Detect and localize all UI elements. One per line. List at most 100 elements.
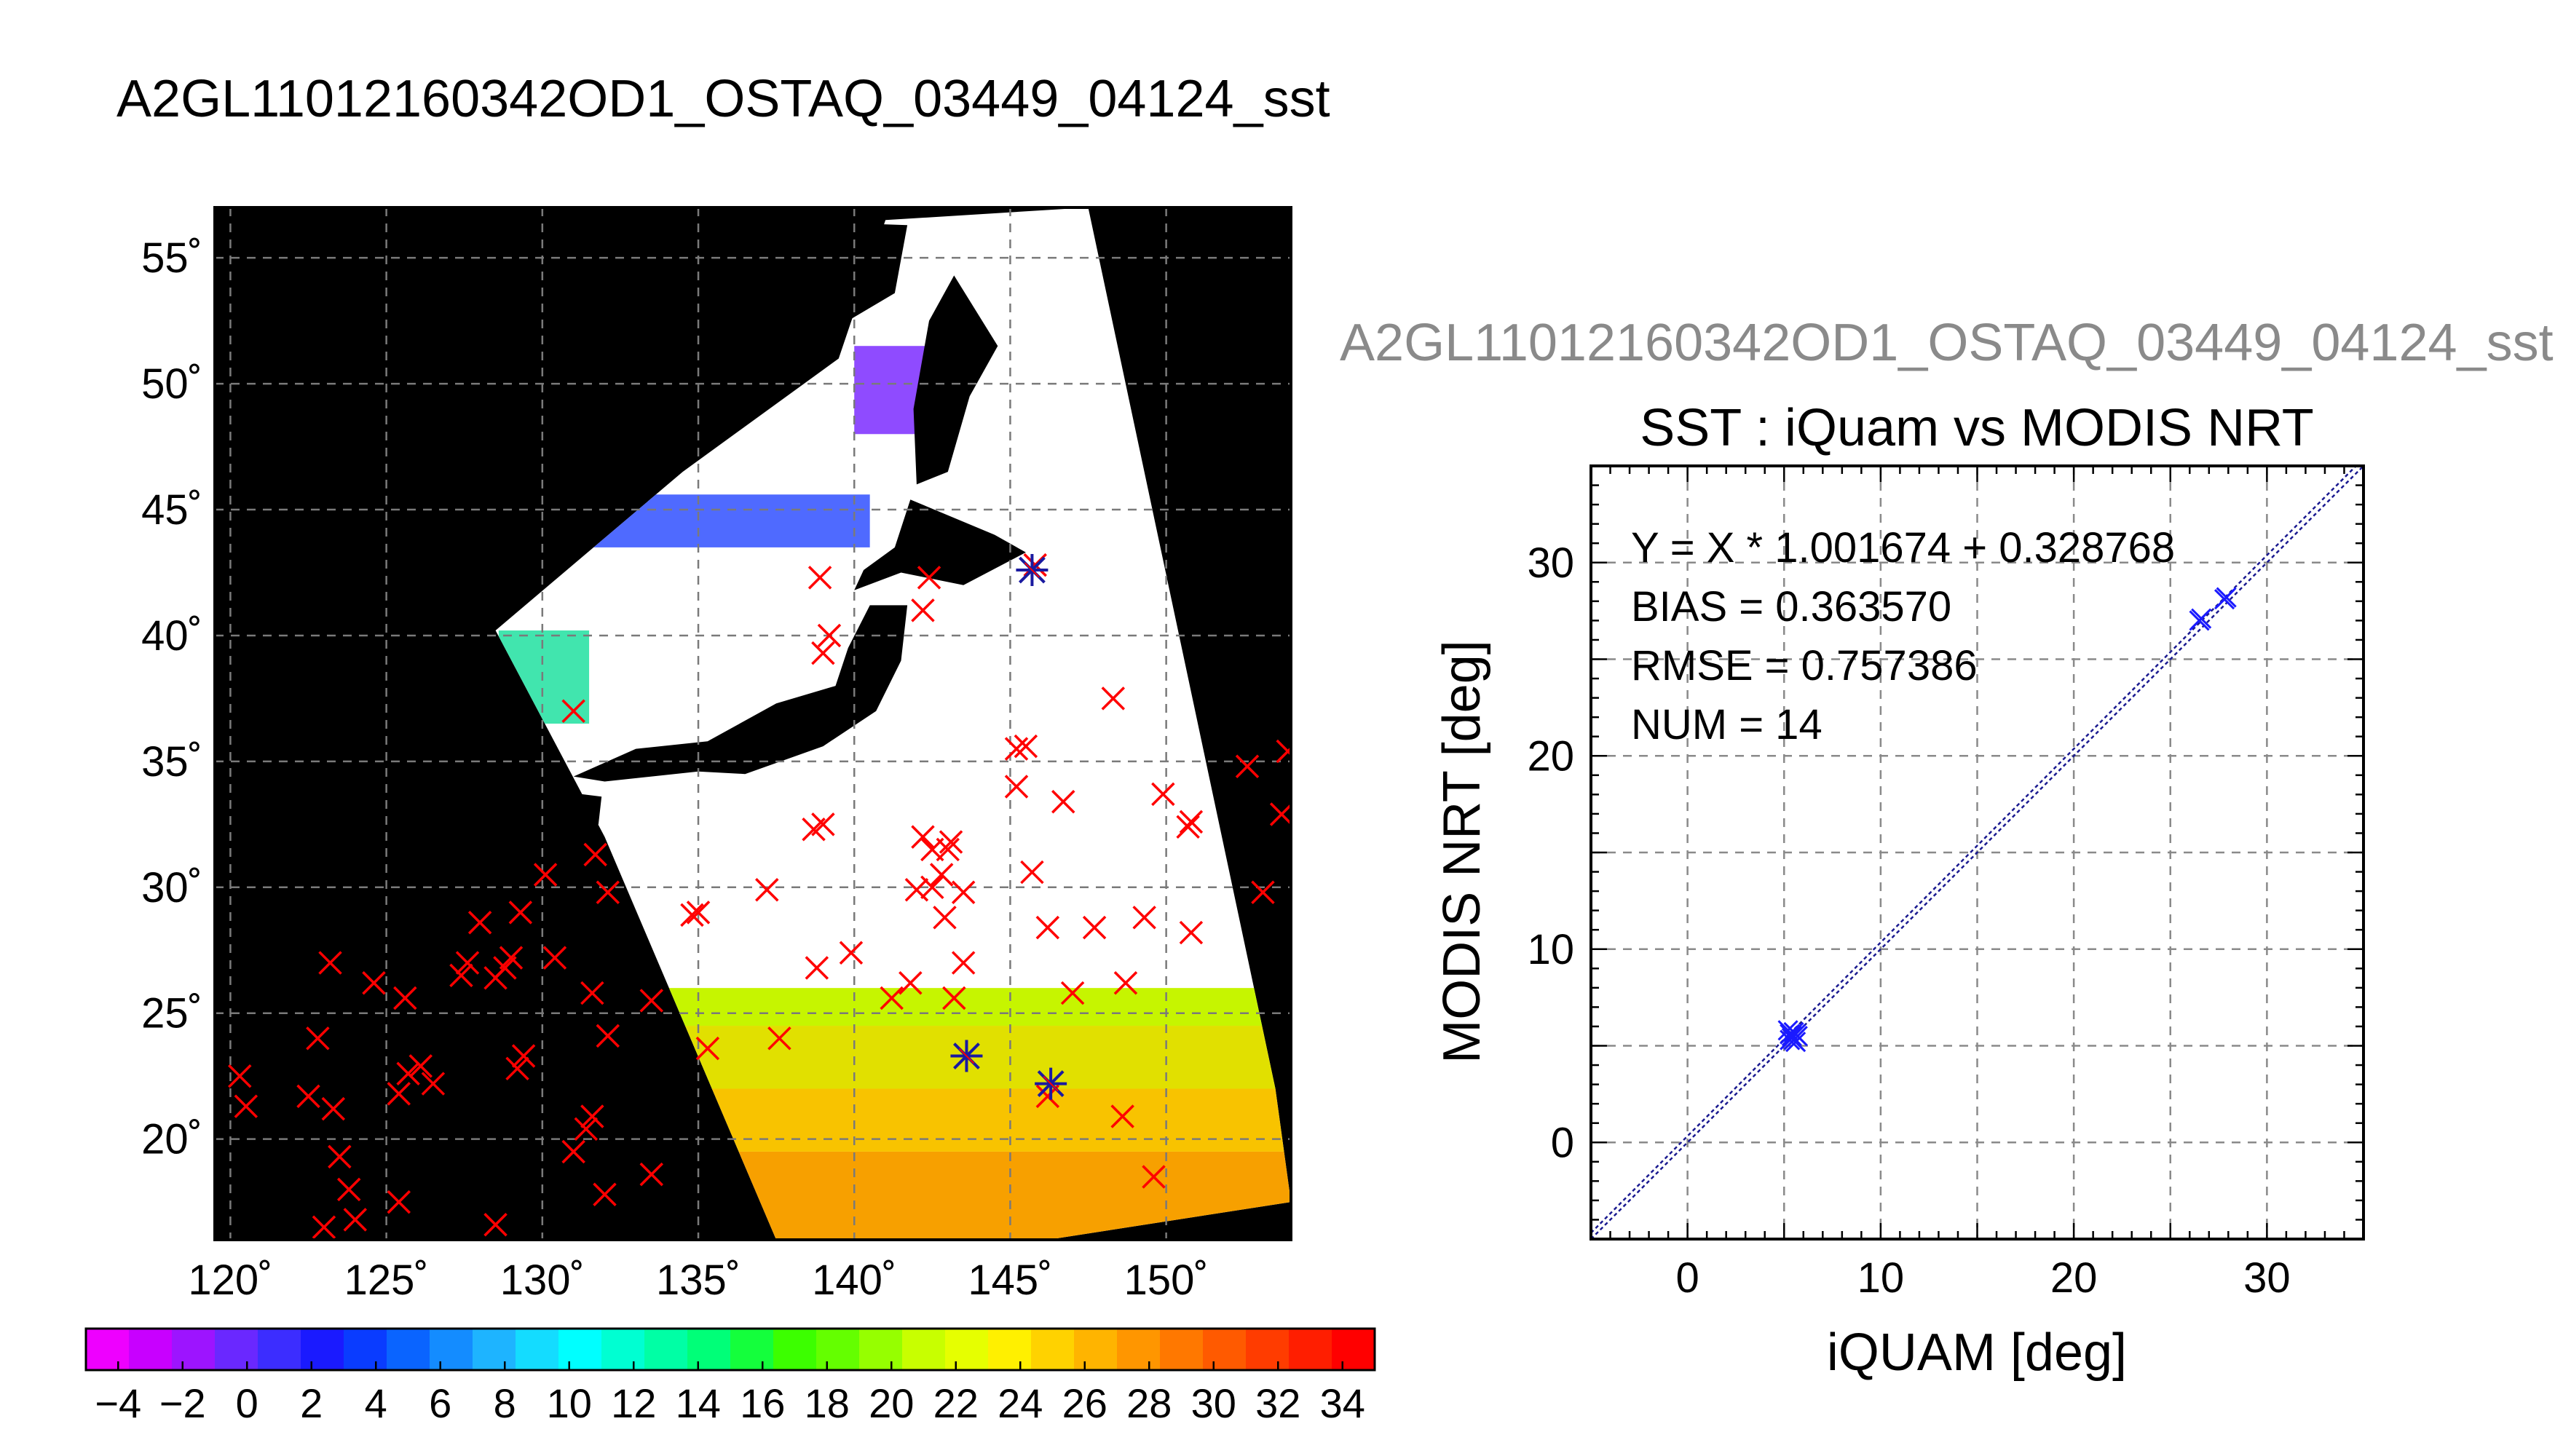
map-buoy-marker bbox=[686, 901, 711, 925]
map-buoy-marker bbox=[767, 1026, 791, 1051]
map-y-tick-label: 50˚ bbox=[141, 360, 202, 408]
map-buoy-marker bbox=[1110, 1104, 1134, 1128]
scatter-point bbox=[2216, 587, 2237, 608]
map-buoy-marker bbox=[455, 951, 480, 975]
map-buoy-marker bbox=[1179, 810, 1204, 834]
map-buoy-marker bbox=[234, 1094, 258, 1118]
map-buoy-marker bbox=[421, 1072, 446, 1096]
map-x-tick-label: 145˚ bbox=[968, 1257, 1052, 1304]
map-buoy-marker bbox=[1101, 687, 1126, 711]
colorbar-tick-label: 12 bbox=[611, 1380, 656, 1426]
map-buoy-marker bbox=[1235, 754, 1260, 779]
map-buoy-marker bbox=[1060, 981, 1085, 1005]
map-buoy-marker bbox=[387, 1082, 411, 1106]
map-buoy-marker bbox=[1132, 906, 1156, 930]
land-mask bbox=[745, 220, 908, 321]
map-x-tick-label: 135˚ bbox=[656, 1257, 741, 1304]
scatter-stat-line: RMSE = 0.757386 bbox=[1631, 642, 1978, 689]
map-buoy-marker bbox=[817, 623, 842, 648]
map-buoy-marker bbox=[1251, 880, 1275, 904]
map-buoy-marker bbox=[296, 1084, 320, 1109]
map-buoy-marker bbox=[561, 699, 585, 723]
colorbar-segment bbox=[387, 1329, 430, 1370]
map-buoy-marker bbox=[574, 1117, 599, 1142]
map-buoy-marker bbox=[1004, 775, 1029, 799]
map-buoy-marker bbox=[939, 830, 963, 854]
map-y-tick-label: 55˚ bbox=[141, 234, 202, 282]
colorbar-segment bbox=[516, 1329, 559, 1370]
map-buoy-marker bbox=[805, 956, 829, 980]
colorbar-segment bbox=[344, 1329, 387, 1370]
colorbar-segment bbox=[1332, 1329, 1375, 1370]
colorbar-tick-label: 18 bbox=[805, 1380, 850, 1426]
colorbar-segment bbox=[902, 1329, 946, 1370]
land-mask bbox=[854, 499, 1026, 590]
map-buoy-marker bbox=[917, 566, 941, 590]
map-buoy-marker bbox=[1276, 739, 1291, 764]
map-buoy-marker bbox=[920, 875, 944, 900]
scatter-x-tick-label: 30 bbox=[2243, 1254, 2291, 1302]
sst-colorbar: −4 −2 0 2 4 6 8 10 12 14 16 18 20 22 24 26 28 30 32 34 bbox=[84, 1327, 1376, 1426]
colorbar-segment bbox=[215, 1329, 258, 1370]
map-gridlines bbox=[215, 207, 1291, 1240]
land-mask bbox=[913, 275, 998, 485]
map-buoy-marker bbox=[318, 951, 342, 975]
colorbar-tick-label: 20 bbox=[869, 1380, 914, 1426]
colorbar-frame bbox=[84, 1327, 1376, 1372]
colorbar-tick-label: 10 bbox=[547, 1380, 592, 1426]
colorbar-segment bbox=[1246, 1329, 1290, 1370]
colorbar-tick-label: 34 bbox=[1320, 1380, 1365, 1426]
colorbar-segment bbox=[816, 1329, 860, 1370]
map-x-tick-label: 125˚ bbox=[344, 1257, 429, 1304]
scatter-points bbox=[1777, 587, 2237, 1053]
map-buoy-marker bbox=[312, 1215, 336, 1239]
colorbar-tick-label: 30 bbox=[1191, 1380, 1236, 1426]
map-buoy-marker bbox=[680, 903, 704, 927]
map-buoy-marker bbox=[580, 981, 604, 1005]
scatter-x-tick-label: 10 bbox=[1857, 1254, 1905, 1302]
colorbar-tick-label: 0 bbox=[236, 1380, 258, 1426]
map-x-tick-label: 120˚ bbox=[188, 1257, 272, 1304]
map-buoy-marker bbox=[933, 906, 957, 930]
colorbar-tick-label: −4 bbox=[95, 1380, 141, 1426]
scatter-ghost-title: A2GL11012160342OD1_OSTAQ_03449_04124_sst bbox=[1340, 314, 2554, 372]
map-buoy-marker bbox=[321, 1096, 346, 1121]
map-buoy-marker bbox=[596, 1024, 620, 1048]
scatter-y-tick-label: 30 bbox=[1527, 539, 1574, 587]
scatter-x-tick-label: 0 bbox=[1675, 1254, 1699, 1302]
colorbar-segment bbox=[301, 1329, 344, 1370]
colorbar-tick-label: 6 bbox=[429, 1380, 451, 1426]
map-x-tick-label: 130˚ bbox=[500, 1257, 585, 1304]
colorbar-segment bbox=[988, 1329, 1032, 1370]
map-buoy-marker bbox=[899, 970, 923, 995]
map-y-tick-label: 45˚ bbox=[141, 486, 202, 534]
map-tick-labels: 120˚ 125˚ 130˚ 135˚ 140˚ 145˚ 150˚ 20˚ 25˚ 30˚ 35˚… bbox=[141, 234, 1209, 1304]
colorbar-tick-label: 8 bbox=[494, 1380, 516, 1426]
colorbar-segment bbox=[1289, 1329, 1332, 1370]
scatter-point bbox=[1785, 1024, 1806, 1045]
map-y-tick-label: 30˚ bbox=[141, 864, 202, 911]
scatter-panel: SST : iQuam vs MODIS NRT 0 10 20 300102030 … bbox=[1433, 399, 2365, 1382]
buoy-markers bbox=[228, 553, 1291, 1239]
scatter-title: SST : iQuam vs MODIS NRT bbox=[1640, 399, 2314, 457]
map-buoy-marker bbox=[511, 1044, 536, 1068]
map-buoy-marker bbox=[1151, 782, 1175, 807]
map-buoy-marker bbox=[596, 880, 620, 904]
colorbar-segment bbox=[945, 1329, 989, 1370]
map-buoy-marker bbox=[1179, 920, 1204, 945]
map-buoy-marker bbox=[343, 1208, 368, 1232]
map-buoy-marker bbox=[1176, 815, 1200, 839]
map-buoy-marker bbox=[393, 986, 417, 1010]
map-buoy-marker bbox=[499, 946, 524, 970]
colorbar-segment bbox=[473, 1329, 516, 1370]
map-y-tick-label: 40˚ bbox=[141, 612, 202, 660]
colorbar-segment bbox=[1203, 1329, 1247, 1370]
map-buoy-marker bbox=[328, 1144, 352, 1169]
map-buoy-marker bbox=[929, 863, 954, 887]
colorbar-tick-label: 14 bbox=[676, 1380, 721, 1426]
map-buoy-marker bbox=[936, 837, 960, 862]
map-buoy-marker bbox=[306, 1026, 330, 1051]
colorbar-segment bbox=[558, 1329, 602, 1370]
map-buoy-marker bbox=[467, 910, 492, 935]
